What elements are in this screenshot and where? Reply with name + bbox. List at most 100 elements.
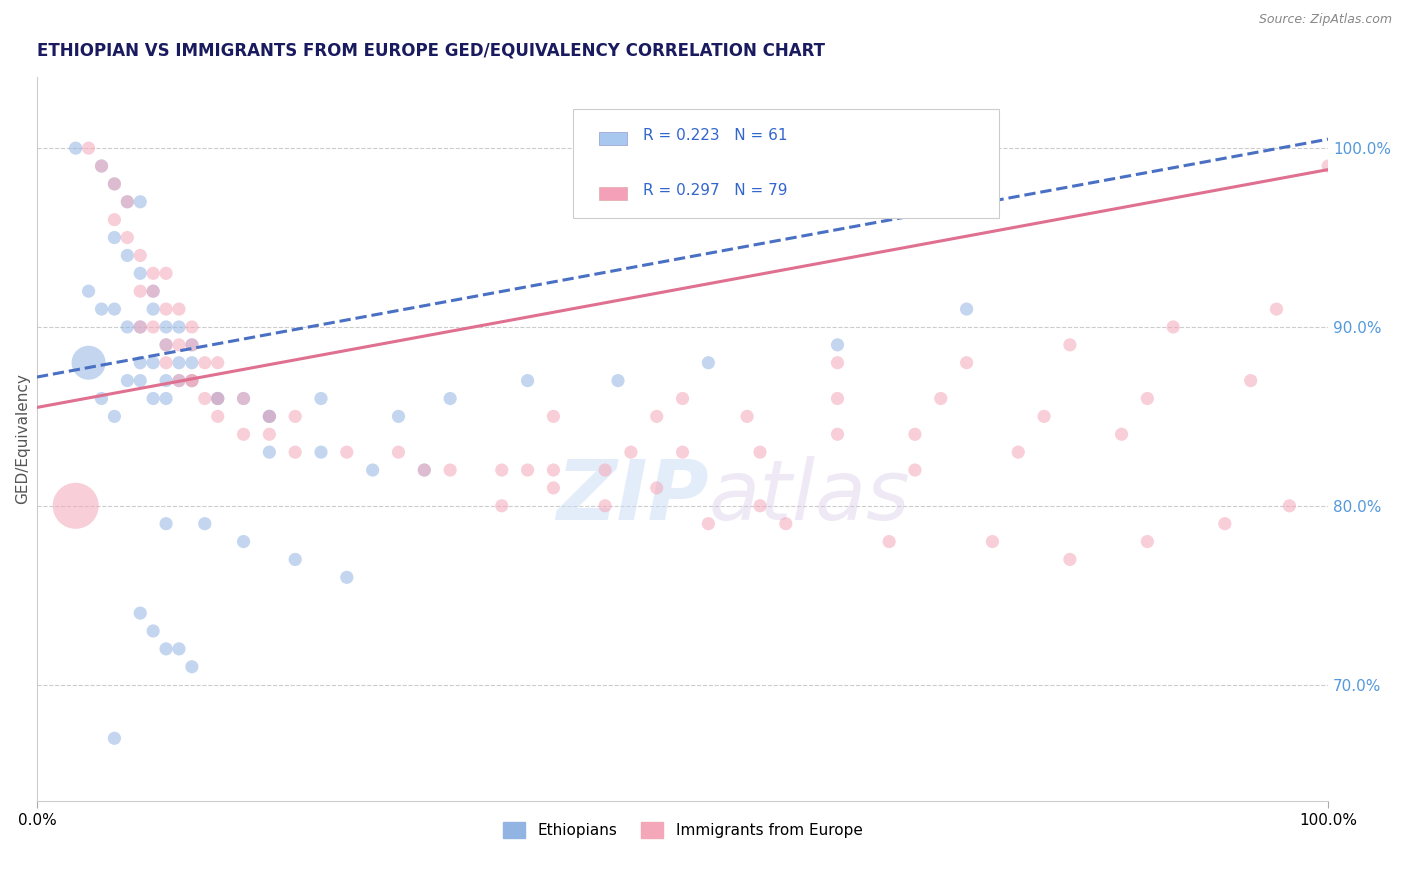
Point — [65, 141, 87, 155]
Point — [103, 177, 125, 191]
Point — [543, 409, 565, 424]
Point — [117, 194, 139, 209]
Point — [593, 499, 616, 513]
Point — [129, 248, 152, 262]
Y-axis label: GED/Equivalency: GED/Equivalency — [15, 373, 30, 504]
Point — [232, 534, 254, 549]
Text: atlas: atlas — [709, 456, 910, 537]
Point — [142, 284, 165, 298]
Point — [117, 248, 139, 262]
Point — [284, 409, 307, 424]
Point — [1161, 320, 1184, 334]
Point — [309, 445, 332, 459]
Point — [929, 392, 952, 406]
Point — [1007, 445, 1029, 459]
Point — [167, 356, 190, 370]
Point — [259, 427, 281, 442]
Point — [439, 392, 461, 406]
Point — [155, 356, 177, 370]
Point — [180, 374, 202, 388]
Point — [90, 302, 112, 317]
Point — [155, 641, 177, 656]
Point — [309, 392, 332, 406]
Point — [117, 320, 139, 334]
Point — [155, 338, 177, 352]
Point — [207, 392, 229, 406]
Point — [129, 606, 152, 620]
Point — [671, 392, 693, 406]
Point — [194, 356, 217, 370]
Point — [142, 356, 165, 370]
Point — [167, 338, 190, 352]
Point — [129, 320, 152, 334]
Point — [1111, 427, 1133, 442]
Point — [142, 266, 165, 280]
Point — [155, 374, 177, 388]
Point — [877, 534, 900, 549]
Point — [167, 374, 190, 388]
Point — [491, 463, 513, 477]
Point — [1317, 159, 1340, 173]
Point — [259, 409, 281, 424]
Point — [129, 284, 152, 298]
Point — [117, 194, 139, 209]
Point — [904, 463, 927, 477]
Point — [439, 463, 461, 477]
Point — [167, 302, 190, 317]
Point — [827, 392, 849, 406]
Point — [142, 392, 165, 406]
Point — [207, 392, 229, 406]
Point — [77, 141, 100, 155]
Point — [259, 409, 281, 424]
Point — [284, 552, 307, 566]
Point — [117, 374, 139, 388]
Point — [90, 159, 112, 173]
Point — [336, 570, 359, 584]
Point — [207, 392, 229, 406]
Point — [543, 481, 565, 495]
Point — [194, 392, 217, 406]
Point — [697, 356, 720, 370]
Point — [167, 320, 190, 334]
Point — [103, 230, 125, 244]
Point — [142, 624, 165, 638]
Point — [735, 409, 758, 424]
Point — [491, 499, 513, 513]
Point — [232, 427, 254, 442]
Point — [180, 338, 202, 352]
Point — [155, 338, 177, 352]
Point — [336, 445, 359, 459]
Point — [413, 463, 436, 477]
Point — [142, 302, 165, 317]
Text: R = 0.223   N = 61: R = 0.223 N = 61 — [643, 128, 787, 144]
Point — [1059, 338, 1081, 352]
Point — [645, 409, 668, 424]
Point — [129, 374, 152, 388]
Point — [981, 534, 1004, 549]
Point — [955, 302, 977, 317]
Point — [180, 356, 202, 370]
Point — [129, 320, 152, 334]
Text: R = 0.297   N = 79: R = 0.297 N = 79 — [643, 183, 787, 198]
Point — [775, 516, 797, 531]
Point — [77, 356, 100, 370]
Point — [259, 445, 281, 459]
Point — [1278, 499, 1301, 513]
Point — [284, 445, 307, 459]
Point — [232, 392, 254, 406]
Point — [77, 284, 100, 298]
Point — [129, 194, 152, 209]
Point — [180, 374, 202, 388]
Point — [129, 266, 152, 280]
Point — [180, 338, 202, 352]
Point — [180, 374, 202, 388]
Point — [155, 302, 177, 317]
Point — [207, 409, 229, 424]
Text: Source: ZipAtlas.com: Source: ZipAtlas.com — [1258, 13, 1392, 27]
FancyBboxPatch shape — [572, 109, 998, 218]
Point — [607, 374, 630, 388]
Point — [207, 356, 229, 370]
Point — [129, 356, 152, 370]
Point — [697, 516, 720, 531]
Point — [90, 159, 112, 173]
